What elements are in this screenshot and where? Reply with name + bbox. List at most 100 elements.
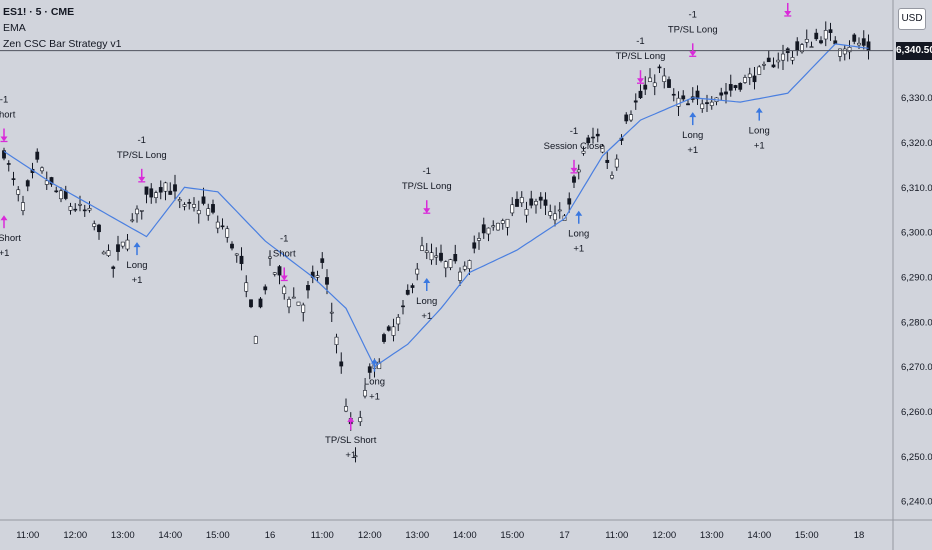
candle-body [534, 201, 538, 206]
candle-body [439, 252, 443, 261]
candle-body [377, 361, 382, 370]
x-tick-label: 12:00 [652, 530, 676, 541]
candle-body [87, 207, 92, 211]
y-tick-label: 6,290.00 [901, 272, 932, 283]
candle-body [192, 204, 196, 208]
signal-marker: Long +1 [126, 242, 148, 286]
candle-body [847, 46, 852, 53]
signal-arrow-head [347, 416, 355, 422]
candle-body [814, 32, 819, 40]
candle-body [752, 75, 757, 83]
y-tick-label: 6,320.00 [901, 138, 932, 149]
signal-arrow-head [689, 51, 697, 57]
candle-body [728, 84, 733, 91]
candle-body [97, 224, 101, 233]
candle-body [139, 210, 144, 212]
candle-body [629, 114, 633, 121]
candle-body [116, 244, 120, 252]
candle-body [686, 103, 690, 106]
candle-body [610, 175, 614, 179]
strategy-label[interactable]: Zen CSC Bar Strategy v1 [3, 38, 122, 50]
candle-body [496, 222, 500, 231]
symbol-label[interactable]: ES1! · 5 · CME [3, 6, 75, 18]
x-tick-label: 15:00 [206, 530, 230, 541]
signal-label: Long [749, 126, 770, 137]
candle-body [652, 82, 657, 87]
candle-body [424, 250, 429, 253]
candle-body [823, 30, 828, 40]
x-tick-label: 18 [854, 530, 865, 541]
candle-body [857, 42, 861, 46]
last-price-tag: 6,340.50 [896, 41, 932, 60]
candle-body [59, 190, 63, 200]
candle-body [282, 286, 287, 295]
candle-body [614, 158, 619, 168]
candle-body [719, 92, 724, 96]
candle-body [206, 208, 211, 216]
signal-label: -1 [570, 126, 578, 137]
candle-body [643, 84, 648, 90]
signal-label: +1 [0, 248, 9, 259]
candle-body [177, 199, 182, 202]
candles-group [2, 21, 871, 463]
candle-body [586, 137, 591, 144]
candle-body [215, 221, 220, 229]
signal-label: +1 [754, 141, 765, 152]
candle-body [443, 261, 448, 269]
signal-label: Short [273, 248, 296, 259]
candle-body [738, 83, 743, 90]
signal-arrow-head [0, 215, 8, 221]
x-tick-label: 14:00 [453, 530, 477, 541]
candle-body [624, 114, 629, 122]
candle-body [638, 90, 643, 99]
signal-label: +1 [369, 392, 380, 403]
x-tick-label: 11:00 [311, 530, 334, 541]
candle-body [367, 366, 372, 373]
candle-body [163, 182, 168, 192]
candle-body [804, 39, 809, 43]
currency-button[interactable]: USD [898, 8, 926, 30]
candle-body [828, 29, 833, 33]
candle-body [339, 361, 344, 367]
candle-body [106, 250, 111, 256]
candle-body [842, 48, 847, 55]
x-tick-label: 11:00 [605, 530, 628, 541]
signal-arrow-head [755, 107, 763, 113]
candle-body [92, 223, 97, 227]
candle-body [538, 196, 543, 201]
x-tick-label: 15:00 [795, 530, 819, 541]
candle-body [662, 75, 667, 82]
candle-body [800, 44, 804, 53]
candle-body [325, 277, 329, 285]
candle-body [747, 73, 752, 78]
y-tick-label: 6,330.00 [901, 93, 932, 104]
signal-label: +1 [687, 145, 698, 156]
y-tick-label: 6,300.00 [901, 228, 932, 239]
candle-body [396, 316, 401, 325]
ema-indicator-label[interactable]: EMA [3, 22, 26, 34]
candle-body [225, 228, 230, 238]
x-tick-label: 11:00 [16, 530, 39, 541]
signal-label: Long [682, 130, 703, 141]
candle-body [253, 336, 258, 344]
signal-marker: -1 TP/SL Long [668, 9, 718, 57]
candle-body [268, 256, 272, 259]
signal-marker: Long +1 [416, 277, 437, 322]
candle-body [852, 34, 857, 42]
candle-body [429, 252, 434, 261]
y-tick-label: 6,310.00 [901, 183, 932, 194]
candle-body [25, 180, 30, 187]
candle-body [82, 209, 87, 212]
candle-body [344, 406, 348, 412]
candle-body [125, 239, 130, 250]
candle-body [211, 204, 215, 213]
candle-body [21, 202, 25, 211]
candle-body [657, 66, 662, 69]
candle-body [771, 64, 776, 68]
candle-body [553, 213, 557, 221]
signal-marker: Sl Short +1 [0, 215, 21, 259]
candle-body [861, 38, 866, 46]
candle-body [510, 204, 515, 214]
